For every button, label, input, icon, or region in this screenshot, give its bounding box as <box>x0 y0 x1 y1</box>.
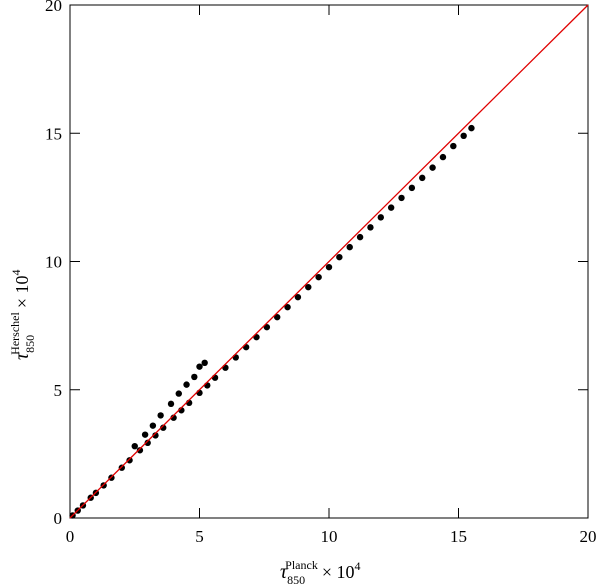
label-exponent: 4 <box>9 270 23 276</box>
data-point <box>160 424 167 431</box>
data-point <box>274 313 281 321</box>
data-point <box>263 323 271 331</box>
data-point <box>367 224 374 231</box>
reference-line <box>69 4 589 519</box>
data-point <box>460 132 467 140</box>
data-point <box>211 374 219 381</box>
data-point <box>377 214 384 221</box>
x-tick-label: 20 <box>580 527 597 546</box>
label-subscript: 850 <box>287 573 305 586</box>
data-point <box>149 422 157 429</box>
label-symbol: τ <box>280 561 288 583</box>
x-tick-label: 10 <box>321 527 338 546</box>
y-tick-label: 20 <box>45 0 62 15</box>
data-point <box>468 124 475 132</box>
x-axis-label: τ850Planck × 104 <box>280 558 361 586</box>
y-tick-label: 5 <box>54 381 63 400</box>
data-point <box>144 439 151 447</box>
data-point <box>439 153 447 161</box>
data-point <box>136 447 144 454</box>
x-tick-label: 5 <box>195 527 204 546</box>
label-factor: × 10 <box>12 276 32 309</box>
label-factor: × 10 <box>322 562 355 582</box>
data-point <box>118 464 126 471</box>
data-point <box>126 457 133 464</box>
data-point <box>325 263 333 271</box>
data-point <box>387 204 395 211</box>
data-point <box>175 390 182 397</box>
data-point <box>284 303 291 311</box>
data-point <box>315 273 322 281</box>
data-point <box>408 184 416 192</box>
data-point <box>183 381 190 388</box>
y-axis-label: τ850Herschel × 104 <box>8 270 37 360</box>
data-point <box>152 432 159 439</box>
data-point <box>204 382 211 389</box>
data-point <box>201 359 208 367</box>
label-superscript: Planck <box>285 558 318 572</box>
label-superscript: Herschel <box>8 312 22 355</box>
data-point <box>305 283 312 291</box>
data-point <box>419 174 426 182</box>
y-tick-label: 10 <box>45 253 62 272</box>
data-point <box>167 400 175 408</box>
data-point <box>336 253 343 261</box>
data-point <box>450 142 457 150</box>
data-point <box>429 164 436 171</box>
data-point <box>141 431 149 438</box>
x-tick-label: 15 <box>450 527 467 546</box>
label-exponent: 4 <box>355 559 361 573</box>
label-subscript: 850 <box>23 335 37 353</box>
data-point <box>356 233 364 241</box>
y-tick-label: 0 <box>54 509 63 528</box>
data-point <box>294 293 302 301</box>
data-point <box>398 194 405 202</box>
x-tick-label: 0 <box>66 527 75 546</box>
data-point <box>157 412 164 419</box>
data-point <box>346 243 353 251</box>
data-point <box>191 373 198 381</box>
data-point <box>131 442 138 450</box>
label-symbol: τ <box>11 352 33 360</box>
y-tick-label: 15 <box>45 124 62 143</box>
data-point <box>196 363 203 370</box>
